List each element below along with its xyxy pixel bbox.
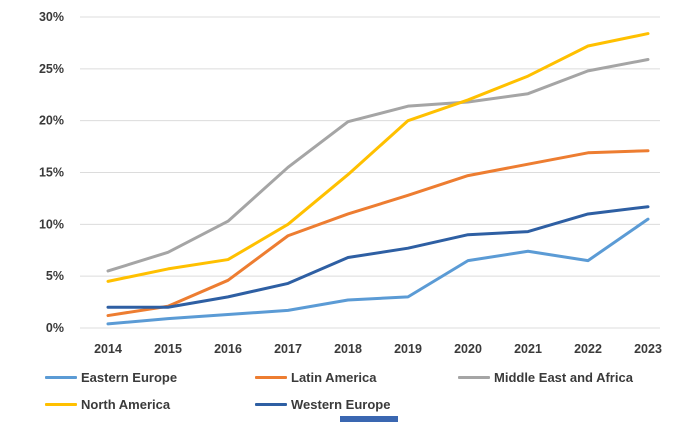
legend-item-latin-america: Latin America xyxy=(255,370,377,385)
eastern-europe-line-swatch xyxy=(45,376,77,379)
legend-label-eastern-europe: Eastern Europe xyxy=(81,370,178,385)
series-line-north-america xyxy=(106,32,650,283)
series-line-latin-america xyxy=(106,149,650,318)
x-axis-tick-label: 2015 xyxy=(154,342,182,356)
legend-label-middle-east-and-africa: Middle East and Africa xyxy=(494,370,633,385)
y-axis-tick-label: 10% xyxy=(39,217,64,231)
legend-label-western-europe: Western Europe xyxy=(291,397,391,412)
x-axis-tick-label: 2019 xyxy=(394,342,422,356)
series-line-middle-east-and-africa xyxy=(106,58,650,273)
legend-item-eastern-europe: Eastern Europe xyxy=(45,370,177,385)
x-axis-tick-label: 2021 xyxy=(514,342,542,356)
series-line-western-europe xyxy=(106,205,650,309)
y-axis-tick-label: 25% xyxy=(39,62,64,76)
north-america-line-swatch xyxy=(45,403,77,406)
middle-east-and-africa-line-swatch xyxy=(458,376,490,379)
x-axis-tick-label: 2016 xyxy=(214,342,242,356)
legend-item-north-america: North America xyxy=(45,397,170,412)
x-axis-tick-label: 2020 xyxy=(454,342,482,356)
chart-legend: Eastern Europe Latin America Middle East… xyxy=(0,364,688,416)
line-chart-plot-area: 0% 5% 10% 15% 20% 25% 30% 2014 2015 2016 2017 2018 2… xyxy=(39,10,662,356)
x-axis-tick-label: 2018 xyxy=(334,342,362,356)
legend-item-middle-east-and-africa: Middle East and Africa xyxy=(458,370,633,385)
legend-label-north-america: North America xyxy=(81,397,171,412)
western-europe-line-swatch xyxy=(255,403,287,406)
x-axis-tick-label: 2023 xyxy=(634,342,662,356)
cropped-blue-ui-fragment xyxy=(340,416,398,422)
x-axis-tick-label: 2017 xyxy=(274,342,302,356)
y-axis-tick-label: 30% xyxy=(39,10,64,24)
legend-label-latin-america: Latin America xyxy=(291,370,377,385)
y-axis-tick-label: 0% xyxy=(46,321,64,335)
series-line-eastern-europe xyxy=(106,217,650,326)
legend-item-western-europe: Western Europe xyxy=(255,397,390,412)
y-axis-tick-label: 5% xyxy=(46,269,64,283)
x-axis-tick-label: 2014 xyxy=(94,342,122,356)
y-axis-tick-label: 15% xyxy=(39,166,64,180)
x-axis-tick-label: 2022 xyxy=(574,342,602,356)
latin-america-line-swatch xyxy=(255,376,287,379)
y-axis-tick-label: 20% xyxy=(39,114,64,128)
